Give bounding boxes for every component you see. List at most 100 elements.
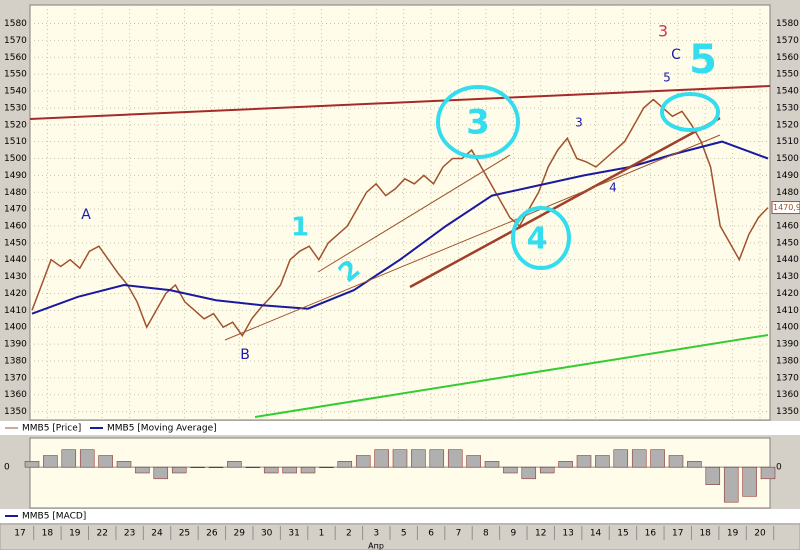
- y-tick-label-left: 1450: [4, 238, 27, 248]
- x-tick-label: 1: [319, 529, 325, 539]
- x-tick-label: 6: [428, 529, 434, 539]
- y-tick-label-left: 1570: [4, 36, 27, 46]
- macd-bar: [135, 466, 150, 474]
- y-tick-label-right: 1580: [776, 19, 799, 29]
- annotation: 3: [658, 22, 668, 41]
- macd-bar: [668, 455, 684, 468]
- x-tick-label: 22: [96, 529, 107, 539]
- x-tick-label: 17: [14, 529, 25, 539]
- y-tick-label-right: 1480: [776, 188, 799, 198]
- x-tick-label: 20: [754, 529, 766, 539]
- x-tick-label: 5: [401, 529, 407, 539]
- x-tick-label: 19: [727, 529, 739, 539]
- macd-bar: [723, 466, 739, 503]
- macd-bar: [576, 455, 592, 468]
- annotation: 3: [466, 103, 490, 143]
- y-tick-label-right: 1420: [776, 289, 799, 299]
- macd-bar: [24, 461, 40, 468]
- macd-bar: [319, 466, 334, 468]
- y-tick-label-right: 1520: [776, 120, 799, 130]
- y-tick-label-right: 1530: [776, 103, 799, 113]
- annotation: 4: [609, 181, 617, 195]
- y-tick-label-right: 1440: [776, 255, 799, 265]
- trend-line: [224, 134, 721, 341]
- macd-bar: [79, 449, 95, 468]
- y-tick-label-right: 1380: [776, 356, 799, 366]
- y-tick-label-left: 1490: [4, 171, 27, 181]
- legend-entry: MMB5 [Moving Average]: [107, 424, 217, 434]
- y-tick-label-left: 1530: [4, 103, 27, 113]
- trend-line: [409, 116, 721, 289]
- y-tick-label-left: 1350: [4, 407, 27, 417]
- x-tick-label: 14: [590, 529, 602, 539]
- x-tick-label: 18: [42, 529, 54, 539]
- x-tick-label: 19: [69, 529, 81, 539]
- macd-bar: [613, 449, 629, 468]
- circle-annotation: [660, 92, 720, 132]
- macd-bar: [61, 449, 77, 468]
- macd-bar: [411, 449, 426, 468]
- macd-bar: [282, 466, 297, 474]
- macd-bar: [503, 466, 518, 474]
- x-tick-label: 29: [234, 529, 246, 539]
- annotation: A: [81, 207, 91, 223]
- y-tick-label-right: 1430: [776, 272, 799, 282]
- macd-bar: [631, 449, 647, 468]
- y-tick-label-right: 1500: [776, 154, 799, 164]
- macd-bar: [374, 449, 389, 468]
- macd-bar: [171, 466, 187, 474]
- circle-annotation: [436, 85, 520, 159]
- macd-bar: [153, 466, 169, 480]
- y-tick-label-left: 1510: [4, 137, 27, 147]
- macd-bar: [484, 461, 500, 468]
- macd-bar: [521, 466, 537, 480]
- x-tick-label: 15: [617, 529, 628, 539]
- macd-bar: [392, 449, 408, 468]
- annotation: B: [240, 347, 250, 363]
- trend-lines: [29, 85, 771, 418]
- macd-legend-strip: [0, 509, 800, 523]
- y-tick-label-left: 1480: [4, 188, 27, 198]
- last-value-label: 1470,93: [773, 203, 800, 212]
- date-axis: [0, 523, 800, 550]
- macd-bar: [742, 466, 757, 497]
- y-tick-label-right: 1370: [776, 373, 799, 383]
- macd-bar: [227, 461, 242, 468]
- macd-bar: [116, 461, 132, 468]
- x-tick-label: 30: [261, 529, 273, 539]
- y-tick-label-right: 1390: [776, 340, 799, 350]
- x-tick-label: 7: [456, 529, 462, 539]
- y-tick-label-left: 1470: [4, 205, 27, 215]
- macd-bar: [705, 466, 721, 485]
- y-tick-label-left: 1360: [4, 390, 27, 400]
- macd-bar: [300, 466, 316, 474]
- macd-bar: [355, 455, 371, 468]
- x-tick-label: 25: [179, 529, 190, 539]
- price-panel: [29, 4, 771, 421]
- last-value-box: [771, 201, 800, 215]
- y-tick-label-left: 1390: [4, 340, 27, 350]
- y-tick-label-right: 1410: [776, 306, 799, 316]
- x-tick-label: 23: [124, 529, 135, 539]
- macd-bar: [98, 455, 113, 468]
- macd-bar: [337, 461, 353, 468]
- moving-average-line: [31, 140, 769, 315]
- legend-entry: MMB5 [Price]: [22, 424, 81, 434]
- y-tick-label-left: 1440: [4, 255, 27, 265]
- x-tick-label: 13: [562, 529, 573, 539]
- y-tick-label-right: 1490: [776, 171, 799, 181]
- y-tick-label-left: 1380: [4, 356, 27, 366]
- x-tick-label: 12: [535, 529, 546, 539]
- y-tick-label-left: 1420: [4, 289, 27, 299]
- y-tick-label-left: 1560: [4, 53, 27, 63]
- y-tick-label-right: 1360: [776, 390, 799, 400]
- macd-bar: [539, 466, 555, 474]
- y-tick-label-left: 1370: [4, 373, 27, 383]
- resistance-line: [29, 85, 771, 120]
- x-tick-label: 3: [373, 529, 379, 539]
- x-tick-label: 8: [483, 529, 489, 539]
- macd-bar: [760, 466, 776, 480]
- legend-entry: MMB5 [MACD]: [22, 512, 86, 522]
- annotation: 5: [663, 71, 671, 85]
- macd-bar: [595, 455, 610, 468]
